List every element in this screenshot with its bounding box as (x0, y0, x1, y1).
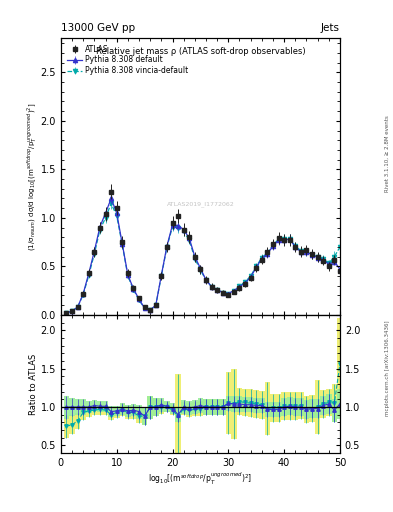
Y-axis label: (1/σ$_{resum}$) dσ/d log$_{10}$[(m$^{soft drop}$/p$_T^{ungroomed}$)$^2$]: (1/σ$_{resum}$) dσ/d log$_{10}$[(m$^{sof… (26, 102, 39, 251)
Text: mcplots.cern.ch [arXiv:1306.3436]: mcplots.cern.ch [arXiv:1306.3436] (385, 321, 389, 416)
X-axis label: log$_{10}$[(m$^{soft drop}$/p$_T^{ungroomed}$)$^2$]: log$_{10}$[(m$^{soft drop}$/p$_T^{ungroo… (148, 471, 253, 487)
Text: ATLAS2019_I1772062: ATLAS2019_I1772062 (167, 201, 234, 207)
Text: Jets: Jets (321, 23, 340, 33)
Text: Relative jet mass ρ (ATLAS soft-drop observables): Relative jet mass ρ (ATLAS soft-drop obs… (95, 47, 305, 56)
Legend: ATLAS, Pythia 8.308 default, Pythia 8.308 vincia-default: ATLAS, Pythia 8.308 default, Pythia 8.30… (65, 42, 191, 78)
Text: Rivet 3.1.10, ≥ 2.8M events: Rivet 3.1.10, ≥ 2.8M events (385, 115, 389, 192)
Text: 13000 GeV pp: 13000 GeV pp (61, 23, 135, 33)
Y-axis label: Ratio to ATLAS: Ratio to ATLAS (29, 353, 38, 415)
